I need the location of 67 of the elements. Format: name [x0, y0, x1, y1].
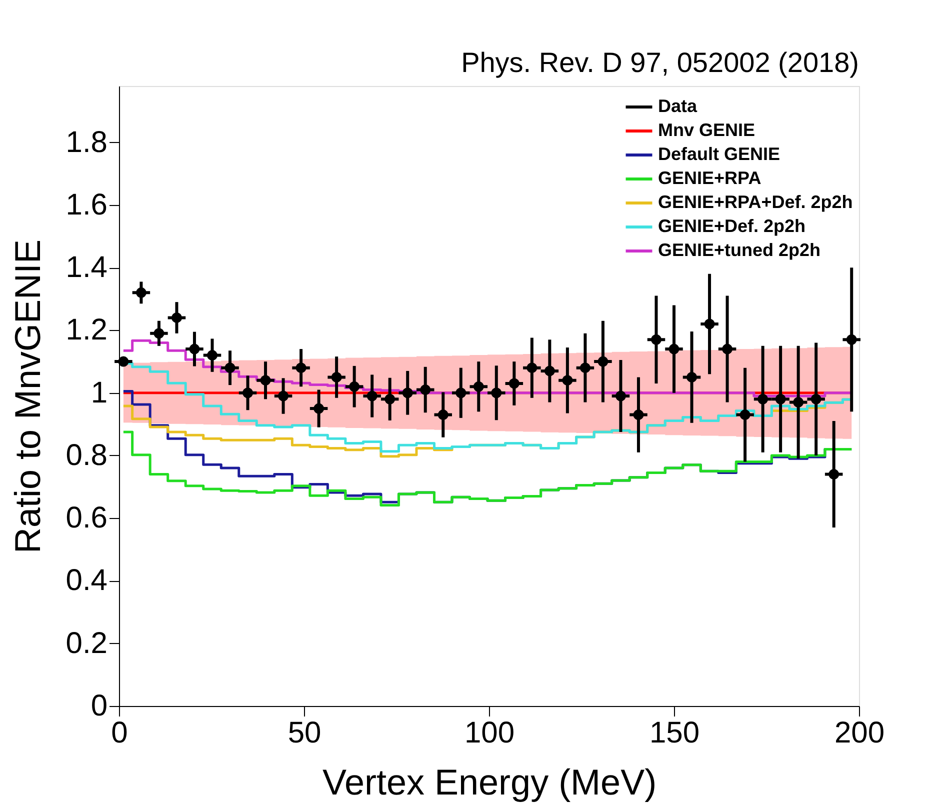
x-tick-label: 150: [649, 716, 700, 750]
point: [438, 410, 448, 420]
point: [722, 344, 733, 354]
point: [846, 334, 857, 345]
point: [189, 344, 200, 354]
legend-label: Data: [658, 96, 698, 116]
y-tick-label: 0: [90, 690, 108, 722]
point: [314, 403, 324, 414]
point: [473, 381, 484, 392]
legend-label: GENIE+Def. 2p2h: [658, 216, 806, 236]
point: [296, 362, 306, 374]
x-tick-label: 200: [834, 716, 885, 750]
point: [793, 397, 804, 408]
y-tick-label: 1.4: [66, 251, 108, 284]
point: [650, 334, 662, 345]
point: [704, 318, 715, 330]
point: [633, 410, 644, 420]
legend-label: GENIE+tuned 2p2h: [658, 240, 821, 260]
point: [136, 287, 146, 298]
point: [810, 394, 822, 404]
point: [544, 366, 555, 376]
point: [349, 381, 360, 392]
legend-label: Default GENIE: [658, 144, 780, 164]
y-tick-label: 1.6: [66, 188, 108, 222]
point: [171, 312, 182, 323]
x-tick-label: 0: [111, 716, 128, 750]
point: [615, 390, 626, 402]
y-tick-label: 1: [90, 376, 108, 410]
legend-label: GENIE+RPA: [658, 168, 762, 188]
point: [758, 394, 768, 404]
point: [740, 410, 750, 420]
legend-label: Mnv GENIE: [658, 120, 756, 140]
point: [206, 350, 218, 361]
point: [491, 388, 502, 398]
point: [118, 356, 129, 367]
point: [668, 344, 680, 354]
point: [366, 390, 378, 402]
y-tick-label: 0.6: [66, 502, 108, 535]
point: [420, 384, 431, 395]
point: [775, 394, 786, 404]
x-tick-label: 50: [288, 716, 322, 750]
point: [508, 378, 520, 389]
point: [260, 375, 271, 386]
y-tick-label: 1.2: [66, 314, 108, 347]
x-axis-title: Vertex Energy (MeV): [322, 762, 657, 802]
point: [526, 362, 538, 374]
point: [331, 372, 342, 382]
point: [278, 390, 289, 402]
y-tick-label: 0.4: [66, 564, 108, 598]
y-tick-label: 0.8: [66, 438, 108, 472]
point: [456, 388, 466, 398]
point: [402, 388, 413, 398]
point: [828, 469, 840, 480]
point: [154, 328, 164, 339]
legend-label: GENIE+RPA+Def. 2p2h: [658, 192, 853, 212]
point: [242, 388, 254, 398]
point: [562, 375, 573, 386]
x-tick-label: 100: [464, 716, 515, 750]
point: [580, 362, 590, 374]
point: [686, 372, 698, 382]
y-tick-label: 0.2: [66, 626, 108, 660]
point: [224, 362, 236, 374]
y-axis-title: Ratio to MnvGENIE: [6, 239, 48, 554]
text: Phys. Rev. D 97, 052002 (2018): [461, 47, 859, 78]
point: [384, 394, 396, 404]
point: [598, 356, 608, 367]
y-tick-label: 1.8: [66, 126, 108, 159]
